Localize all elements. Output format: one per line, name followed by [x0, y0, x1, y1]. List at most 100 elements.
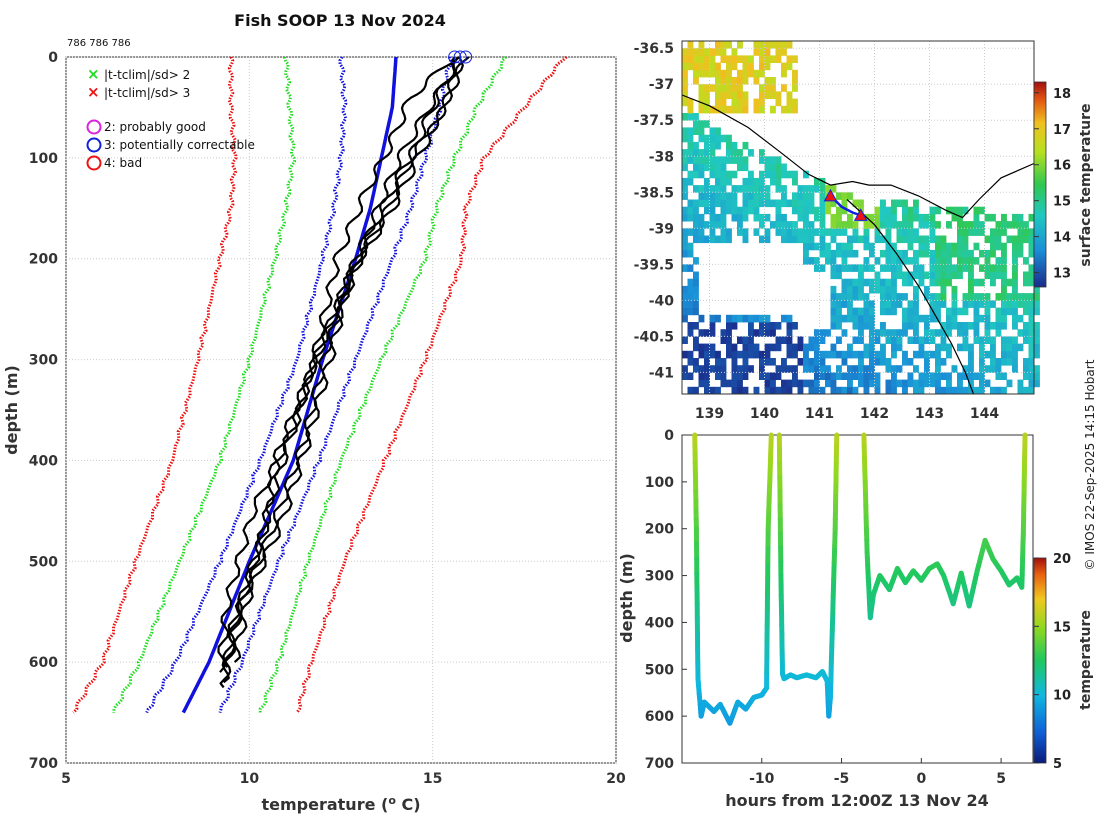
- map-cell: [863, 235, 870, 244]
- map-cell: [874, 336, 881, 344]
- map-cell: [792, 84, 798, 92]
- map-cell: [841, 257, 848, 265]
- map-cell: [847, 213, 853, 222]
- map-cell: [698, 329, 705, 337]
- map-cell: [720, 55, 727, 63]
- map-cell: [715, 350, 721, 359]
- map-cell: [781, 199, 787, 208]
- map-cell: [880, 300, 886, 308]
- map-cell: [693, 228, 699, 236]
- map-cell: [687, 98, 694, 107]
- map-cell: [924, 372, 930, 380]
- map-cell: [946, 372, 952, 380]
- main-y-label: depth (m): [2, 365, 21, 455]
- map-cell: [726, 192, 732, 200]
- legend-qc2-marker: [86, 119, 102, 135]
- map-cell: [704, 163, 710, 172]
- map-cell: [841, 350, 848, 359]
- depth-time-frame: [681, 434, 1034, 764]
- map-cell: [946, 242, 952, 251]
- map-cell: [709, 228, 716, 236]
- map-cell: [687, 156, 694, 164]
- map-cell: [704, 365, 710, 373]
- map-cell: [896, 300, 903, 308]
- map-cell: [968, 257, 974, 265]
- map-cell: [902, 386, 908, 395]
- map-cell: [797, 199, 804, 208]
- map-cell: [726, 41, 732, 49]
- map-cell: [1034, 322, 1040, 330]
- map-cell: [902, 228, 908, 236]
- dt-x-tick: -5: [834, 771, 850, 787]
- map-cell: [979, 314, 985, 323]
- map-cell: [715, 372, 721, 380]
- map-cell: [687, 228, 694, 236]
- map-cell: [847, 307, 853, 316]
- map-cell: [852, 199, 859, 208]
- map-cell: [913, 293, 919, 301]
- map-cell: [819, 242, 826, 251]
- depth-time-series: [692, 432, 1028, 726]
- map-cell: [869, 329, 875, 337]
- map-cell: [946, 314, 952, 323]
- map-cell: [968, 278, 974, 287]
- map-cell: [737, 228, 743, 236]
- map-cell: [935, 235, 941, 244]
- map-cell: [929, 228, 936, 236]
- map-cell: [775, 365, 782, 373]
- map-cell: [715, 185, 721, 193]
- map-cell: [869, 350, 875, 359]
- map-cell: [786, 235, 793, 244]
- map-tick-labels: 139 140 141 142 143 144 -36.5 -37 -37.5 -38 -38.5 -…: [634, 41, 1000, 422]
- map-cell: [792, 177, 798, 186]
- map-cell: [753, 329, 760, 337]
- main-y-tick: 100: [29, 151, 58, 167]
- map-cell: [940, 242, 947, 251]
- map-cell: [847, 242, 853, 251]
- map-cell: [781, 84, 787, 92]
- map-cell: [808, 192, 815, 200]
- map-cell: [869, 372, 875, 380]
- map-cell: [759, 221, 765, 229]
- map-cell: [698, 170, 705, 179]
- map-cell: [687, 264, 694, 272]
- map-cell: [731, 322, 738, 330]
- map-cell: [891, 271, 897, 280]
- map-cell: [704, 343, 710, 352]
- series-clim-3sd: [295, 55, 568, 714]
- map-cell: [764, 48, 771, 56]
- map-cell: [687, 113, 694, 121]
- map-cell: [781, 48, 787, 56]
- map-cell: [907, 322, 914, 330]
- map-cell: [885, 307, 892, 316]
- map-cell: [907, 314, 914, 323]
- map-stations: [823, 188, 868, 221]
- map-cell: [1034, 336, 1040, 344]
- map-cell: [940, 329, 947, 337]
- map-cell: [918, 278, 925, 287]
- map-y-tick: -37.5: [634, 113, 674, 129]
- map-cell: [709, 199, 716, 208]
- map-cell: [825, 350, 831, 359]
- series-profile-5: [222, 56, 461, 668]
- map-cell: [764, 314, 771, 323]
- map-cell: [693, 156, 699, 164]
- map-cell: [973, 213, 980, 222]
- map-cell: [940, 264, 947, 272]
- map-cell: [687, 213, 694, 222]
- map-cell: [731, 156, 738, 164]
- map-cell: [687, 386, 694, 395]
- map-cell: [682, 336, 688, 344]
- map-cell: [869, 213, 875, 222]
- map-cell: [759, 48, 765, 56]
- map-cell: [929, 314, 936, 323]
- map-cell: [874, 221, 881, 229]
- map-cell: [940, 235, 947, 244]
- map-cell: [786, 322, 793, 330]
- map-cell: [929, 336, 936, 344]
- map-cell: [720, 213, 727, 222]
- map-cell: [891, 213, 897, 222]
- map-cell: [968, 300, 974, 308]
- map-cell: [731, 91, 738, 99]
- map-cell: [726, 336, 732, 344]
